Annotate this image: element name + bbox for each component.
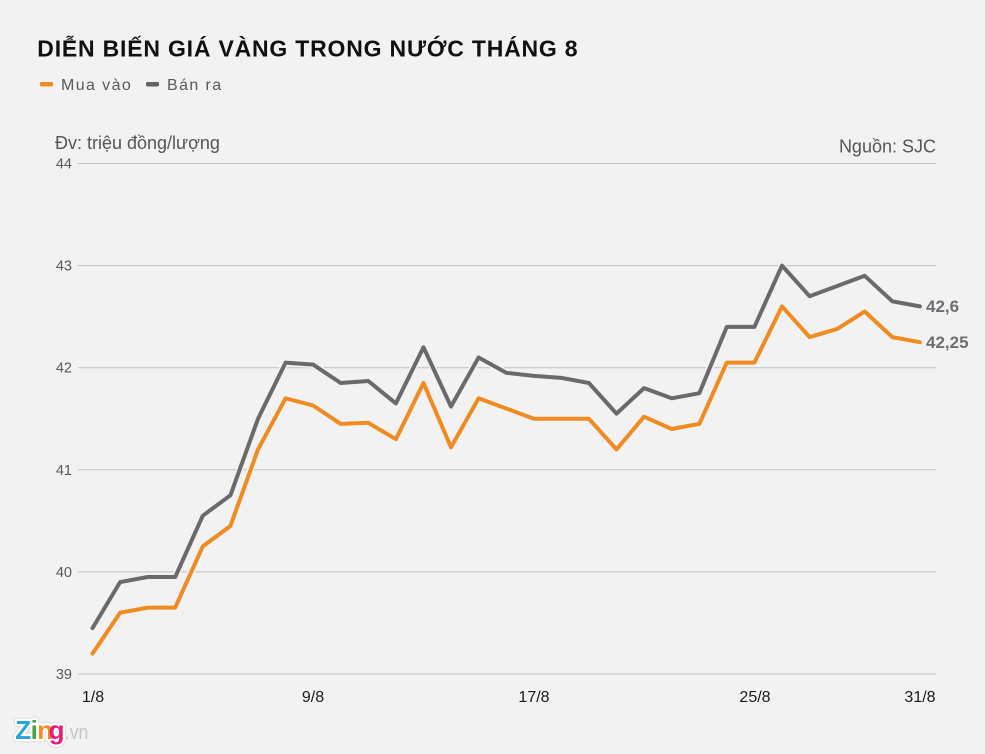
svg-text:1/8: 1/8 bbox=[82, 689, 104, 706]
svg-text:n: n bbox=[37, 715, 53, 745]
svg-text:Z: Z bbox=[15, 715, 31, 745]
svg-text:n: n bbox=[37, 715, 53, 745]
svg-text:g: g bbox=[49, 715, 65, 745]
svg-text:Nguồn: SJC: Nguồn: SJC bbox=[839, 137, 936, 157]
svg-text:i: i bbox=[31, 715, 38, 745]
svg-text:.vn: .vn bbox=[65, 722, 89, 744]
svg-text:42,25: 42,25 bbox=[926, 333, 969, 352]
svg-text:i: i bbox=[31, 715, 38, 745]
svg-text:Đv: triệu đồng/lượng: Đv: triệu đồng/lượng bbox=[55, 133, 220, 153]
svg-text:39: 39 bbox=[56, 667, 72, 683]
svg-text:Z: Z bbox=[15, 715, 31, 745]
svg-text:40: 40 bbox=[56, 565, 72, 581]
svg-text:44: 44 bbox=[56, 157, 72, 173]
svg-text:g: g bbox=[49, 715, 65, 745]
svg-text:25/8: 25/8 bbox=[739, 689, 770, 706]
svg-text:42: 42 bbox=[56, 361, 72, 377]
svg-text:n: n bbox=[37, 715, 53, 745]
svg-text:31/8: 31/8 bbox=[904, 689, 935, 706]
svg-text:g: g bbox=[49, 715, 65, 745]
svg-text:Z: Z bbox=[15, 715, 31, 745]
svg-text:41: 41 bbox=[56, 463, 72, 479]
svg-text:DIỄN BIẾN GIÁ VÀNG TRONG NƯỚC: DIỄN BIẾN GIÁ VÀNG TRONG NƯỚC THÁNG 8 bbox=[37, 34, 578, 62]
svg-text:Mua vào: Mua vào bbox=[61, 77, 132, 94]
svg-text:43: 43 bbox=[56, 259, 72, 275]
svg-text:42,6: 42,6 bbox=[926, 297, 959, 316]
svg-text:9/8: 9/8 bbox=[302, 689, 324, 706]
svg-text:i: i bbox=[31, 715, 38, 745]
svg-text:Bán ra: Bán ra bbox=[167, 77, 223, 94]
svg-text:17/8: 17/8 bbox=[518, 689, 549, 706]
